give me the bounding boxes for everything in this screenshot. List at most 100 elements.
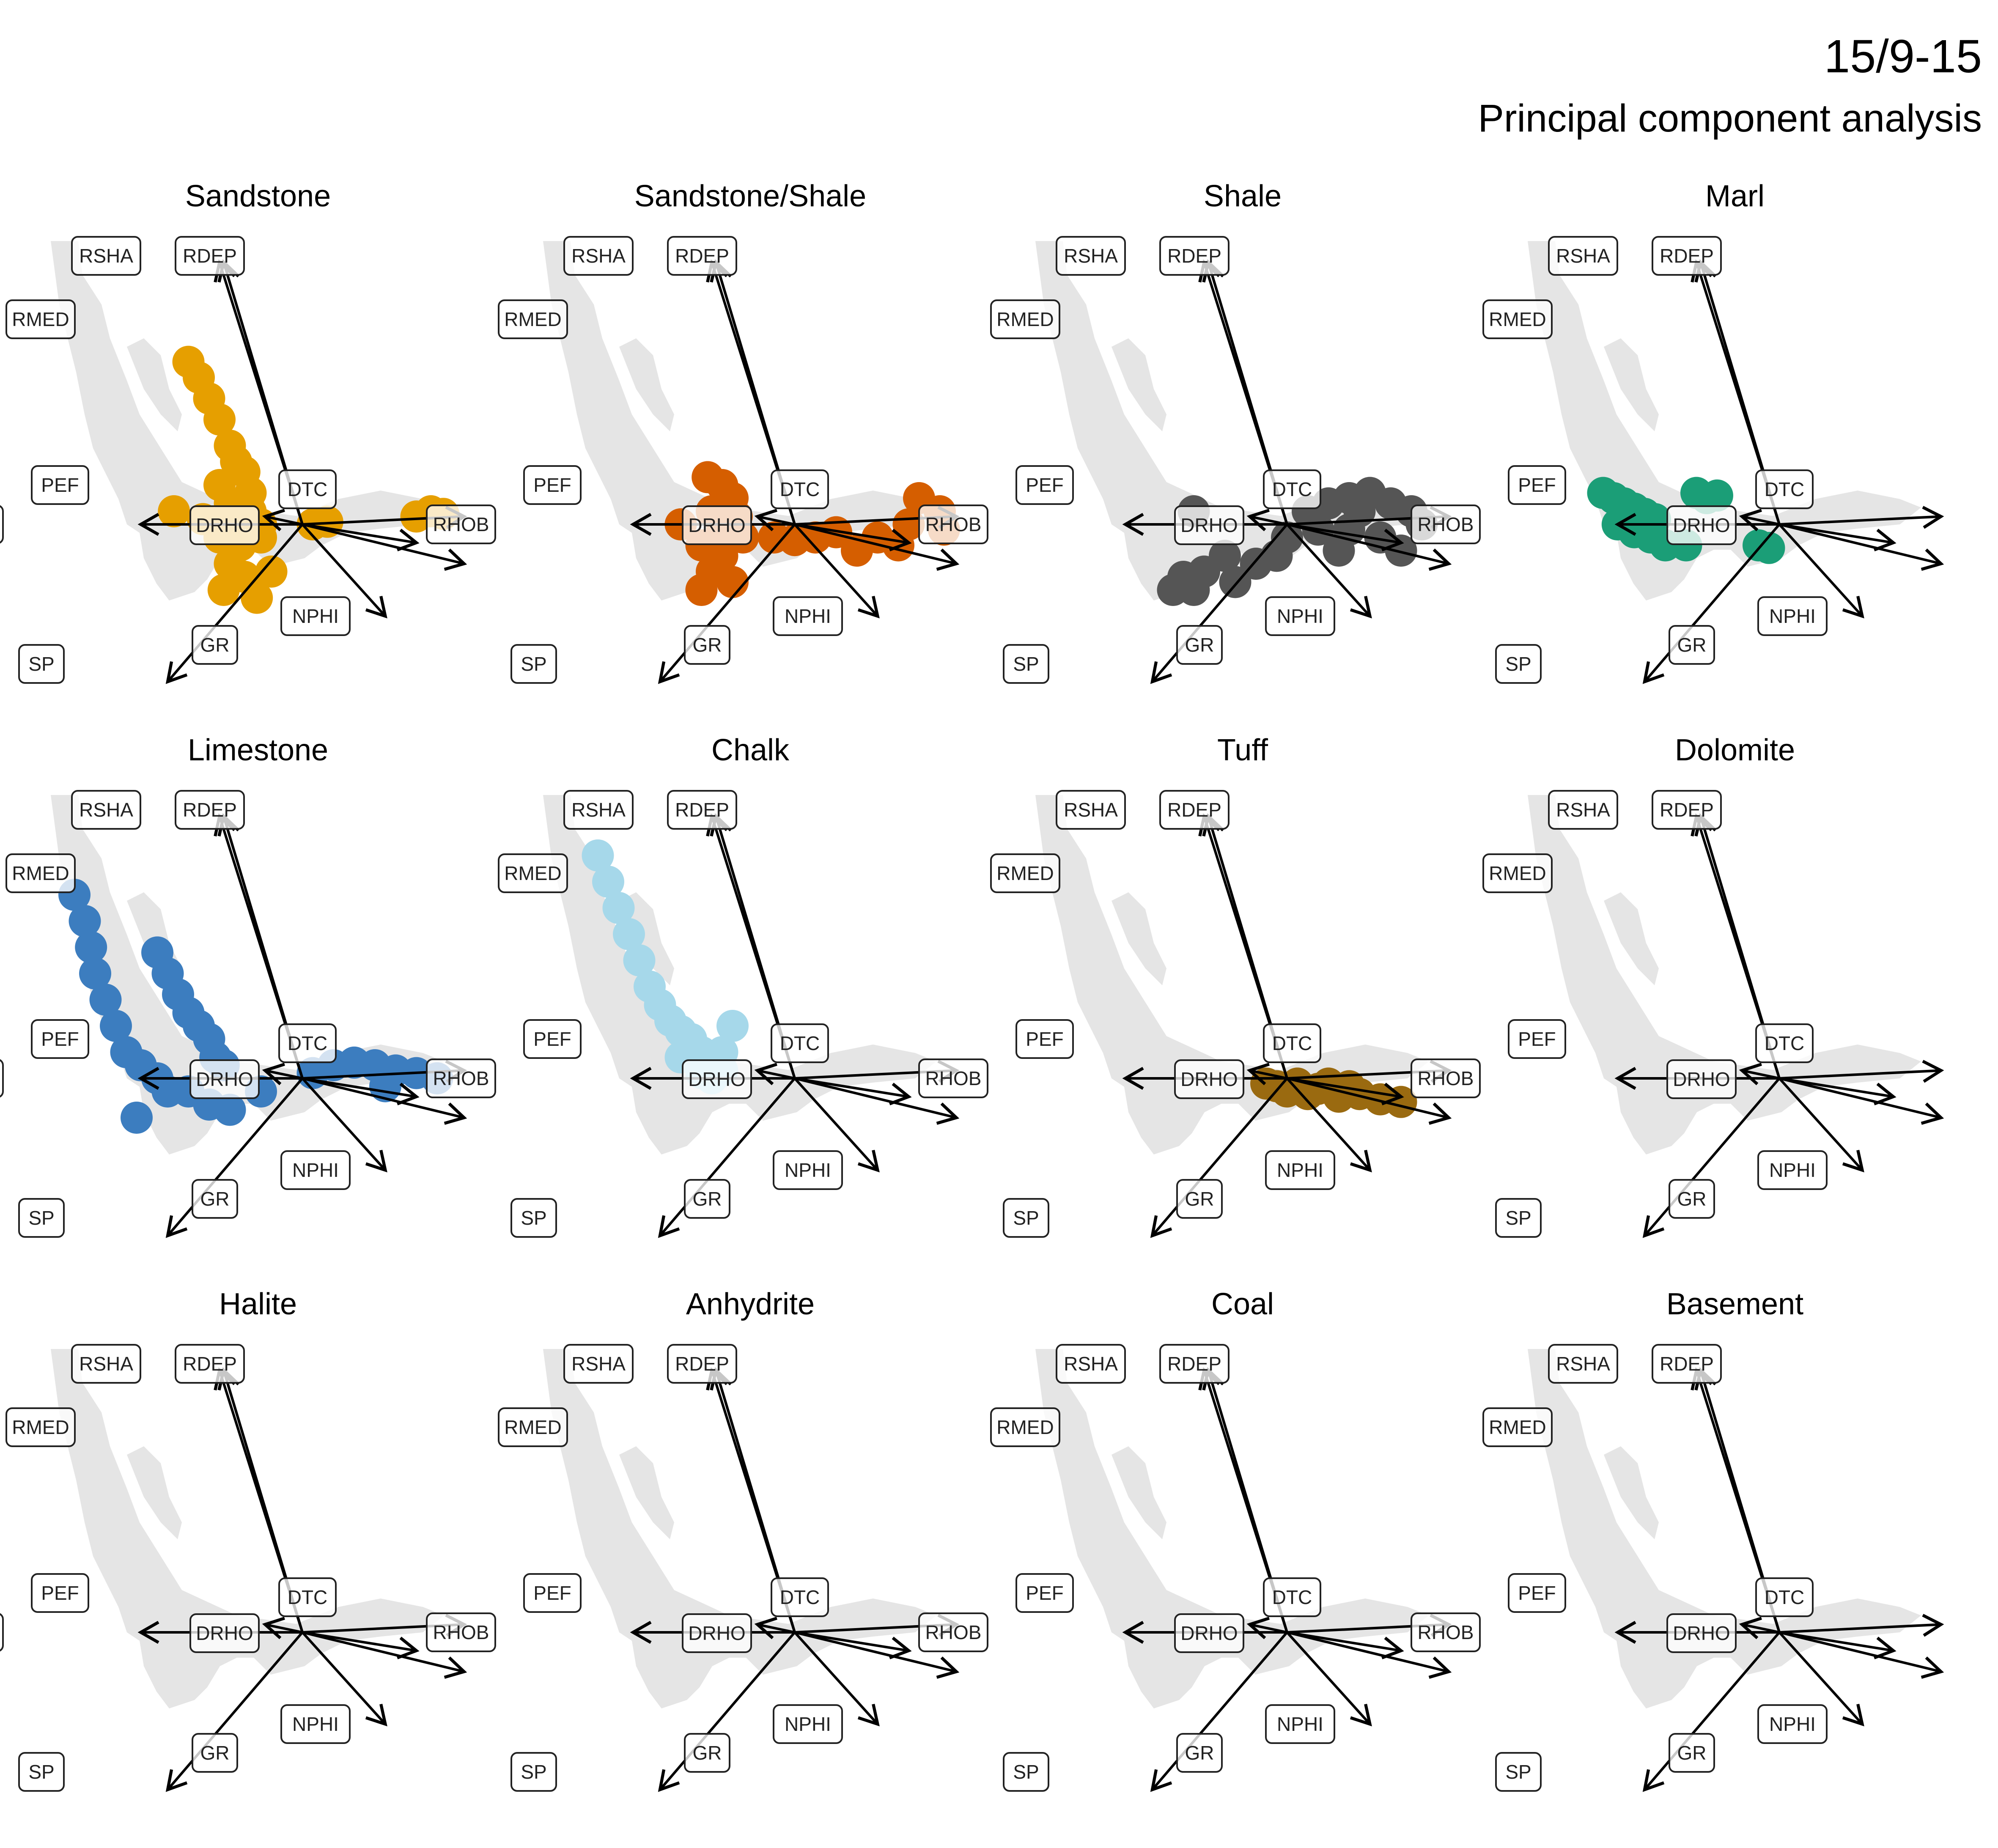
loading-label-rsha: RSHA <box>1556 245 1610 267</box>
panel-title: Dolomite <box>1675 733 1795 767</box>
facet-panel: MarlRSHARDEPRMEDPEFDTCRHOBDRHONPHIGRSP <box>1411 179 1941 683</box>
loading-label-gr: GR <box>1185 1742 1214 1764</box>
loading-label-rhob: RHOB <box>1418 1621 1474 1643</box>
loading-label-dtc: DTC <box>1765 1032 1805 1054</box>
loading-label-rdep: RDEP <box>1167 1353 1221 1375</box>
panel-title: Coal <box>1211 1287 1274 1321</box>
panel-title: Sandstone/Shale <box>634 179 866 213</box>
loading-label-rhob: RHOB <box>1418 1067 1474 1089</box>
facet-panel: BasementRSHARDEPRMEDPEFDTCRHOBDRHONPHIGR… <box>1411 1287 1941 1791</box>
loading-label-sp: SP <box>1505 653 1531 675</box>
loading-label-rmed: RMED <box>996 1416 1054 1438</box>
loading-label-nphi: NPHI <box>292 1713 339 1735</box>
loading-label-nphi: NPHI <box>785 1159 831 1181</box>
loading-label-drho: DRHO <box>196 1068 253 1090</box>
data-point <box>208 574 240 606</box>
facet-panel: AnhydriteRSHARDEPRMEDPEFDTCRHOBDRHONPHIG… <box>427 1287 956 1791</box>
data-point <box>686 574 718 606</box>
loading-label-nphi: NPHI <box>1277 605 1323 627</box>
loading-label-drho: DRHO <box>1673 1068 1730 1090</box>
loading-label-rsha: RSHA <box>1064 1353 1118 1375</box>
loading-label-gr: GR <box>200 1742 230 1764</box>
loading-label-rsha: RSHA <box>1556 799 1610 821</box>
loading-label-rmed: RMED <box>12 1416 69 1438</box>
loading-label-sp: SP <box>521 1207 546 1229</box>
loading-label-gr: GR <box>1677 634 1707 656</box>
panel-title: Anhydrite <box>686 1287 815 1321</box>
loading-label-rdep: RDEP <box>183 1353 237 1375</box>
loading-label-drho: DRHO <box>688 1068 745 1090</box>
loading-label-nphi: NPHI <box>292 605 339 627</box>
panel-title: Sandstone <box>185 179 331 213</box>
loading-label-pef: PEF <box>41 1028 79 1050</box>
loading-label-rmed: RMED <box>1489 308 1546 330</box>
loading-label-rdep: RDEP <box>1660 1353 1714 1375</box>
loading-label-dtc: DTC <box>288 1586 328 1608</box>
loading-label-gr: GR <box>200 1188 230 1210</box>
loading-label-sp: SP <box>1013 1207 1039 1229</box>
loading-label-pef: PEF <box>1518 1582 1556 1604</box>
loading-label-pef: PEF <box>1518 474 1556 496</box>
loading-label-sp: SP <box>1013 1761 1039 1783</box>
loading-label-rhob: RHOB <box>925 1067 982 1089</box>
loading-label-gr: GR <box>693 1742 722 1764</box>
loading-label-pef: PEF <box>1026 1582 1063 1604</box>
background-density <box>543 1349 936 1708</box>
loading-label-gr: GR <box>1185 634 1214 656</box>
facet-panel: LimestoneRSHARDEPRMEDPEFDTCRHOBDRHONPHIG… <box>0 733 464 1237</box>
loading-label-rsha: RSHA <box>79 799 133 821</box>
data-point <box>121 1102 153 1134</box>
facet-panel: TuffRSHARDEPRMEDPEFDTCRHOBDRHONPHIGRSP <box>919 733 1449 1237</box>
loading-label-sp: SP <box>1013 653 1039 675</box>
loading-label-gr: GR <box>1677 1188 1707 1210</box>
loading-label-dtc: DTC <box>288 1032 328 1054</box>
loading-label-rmed: RMED <box>12 862 69 884</box>
loading-label-drho: DRHO <box>688 514 745 536</box>
loading-label-dtc: DTC <box>1765 478 1805 500</box>
loading-label-rdep: RDEP <box>675 1353 729 1375</box>
loading-label-nphi: NPHI <box>1769 1713 1816 1735</box>
loading-label-sp: SP <box>28 1761 54 1783</box>
data-point <box>158 495 190 527</box>
loading-label-rmed: RMED <box>504 862 561 884</box>
loading-label-nphi: NPHI <box>1769 1159 1816 1181</box>
loading-label-rsha: RSHA <box>79 1353 133 1375</box>
loading-label-pef: PEF <box>533 1582 571 1604</box>
loading-label-rhob: RHOB <box>925 1621 982 1643</box>
loading-label-sp: SP <box>521 1761 546 1783</box>
loading-label-nphi: NPHI <box>1277 1713 1323 1735</box>
loading-label-rdep: RDEP <box>675 245 729 267</box>
loading-label-pef: PEF <box>41 474 79 496</box>
loading-label-rmed: RMED <box>12 308 69 330</box>
background-density <box>1528 1349 1921 1708</box>
loading-label-box <box>0 1613 3 1651</box>
background-density <box>1035 1349 1429 1708</box>
facet-panel: CoalRSHARDEPRMEDPEFDTCRHOBDRHONPHIGRSP <box>919 1287 1449 1791</box>
loading-label-rdep: RDEP <box>1167 799 1221 821</box>
panel-title: Basement <box>1666 1287 1803 1321</box>
loading-label-sp: SP <box>1505 1207 1531 1229</box>
loading-label-rhob: RHOB <box>433 1621 489 1643</box>
loading-label-drho: DRHO <box>688 1622 745 1644</box>
loading-label-pef: PEF <box>533 474 571 496</box>
panel-title: Chalk <box>711 733 790 767</box>
panel-title: Shale <box>1204 179 1282 213</box>
loading-label-rdep: RDEP <box>1167 245 1221 267</box>
loading-label-nphi: NPHI <box>1277 1159 1323 1181</box>
loading-label-sp: SP <box>1505 1761 1531 1783</box>
loading-label-dtc: DTC <box>1272 478 1312 500</box>
loading-label-rmed: RMED <box>504 1416 561 1438</box>
loading-label-rhob: RHOB <box>1418 513 1474 535</box>
loading-arrow-nphi <box>1779 1632 1941 1672</box>
loading-arrow-nphi <box>1779 1078 1941 1118</box>
loading-label-nphi: NPHI <box>785 605 831 627</box>
loading-label-rsha: RSHA <box>571 245 626 267</box>
loading-label-rsha: RSHA <box>79 245 133 267</box>
loading-label-nphi: NPHI <box>1769 605 1816 627</box>
loading-label-dtc: DTC <box>780 1032 820 1054</box>
loading-label-box <box>0 1059 3 1097</box>
facet-panel: ChalkRSHARDEPRMEDPEFDTCRHOBDRHONPHIGRSP <box>427 733 956 1237</box>
loading-label-rsha: RSHA <box>571 799 626 821</box>
loading-label-rhob: RHOB <box>925 513 982 535</box>
loading-label-dtc: DTC <box>288 478 328 500</box>
